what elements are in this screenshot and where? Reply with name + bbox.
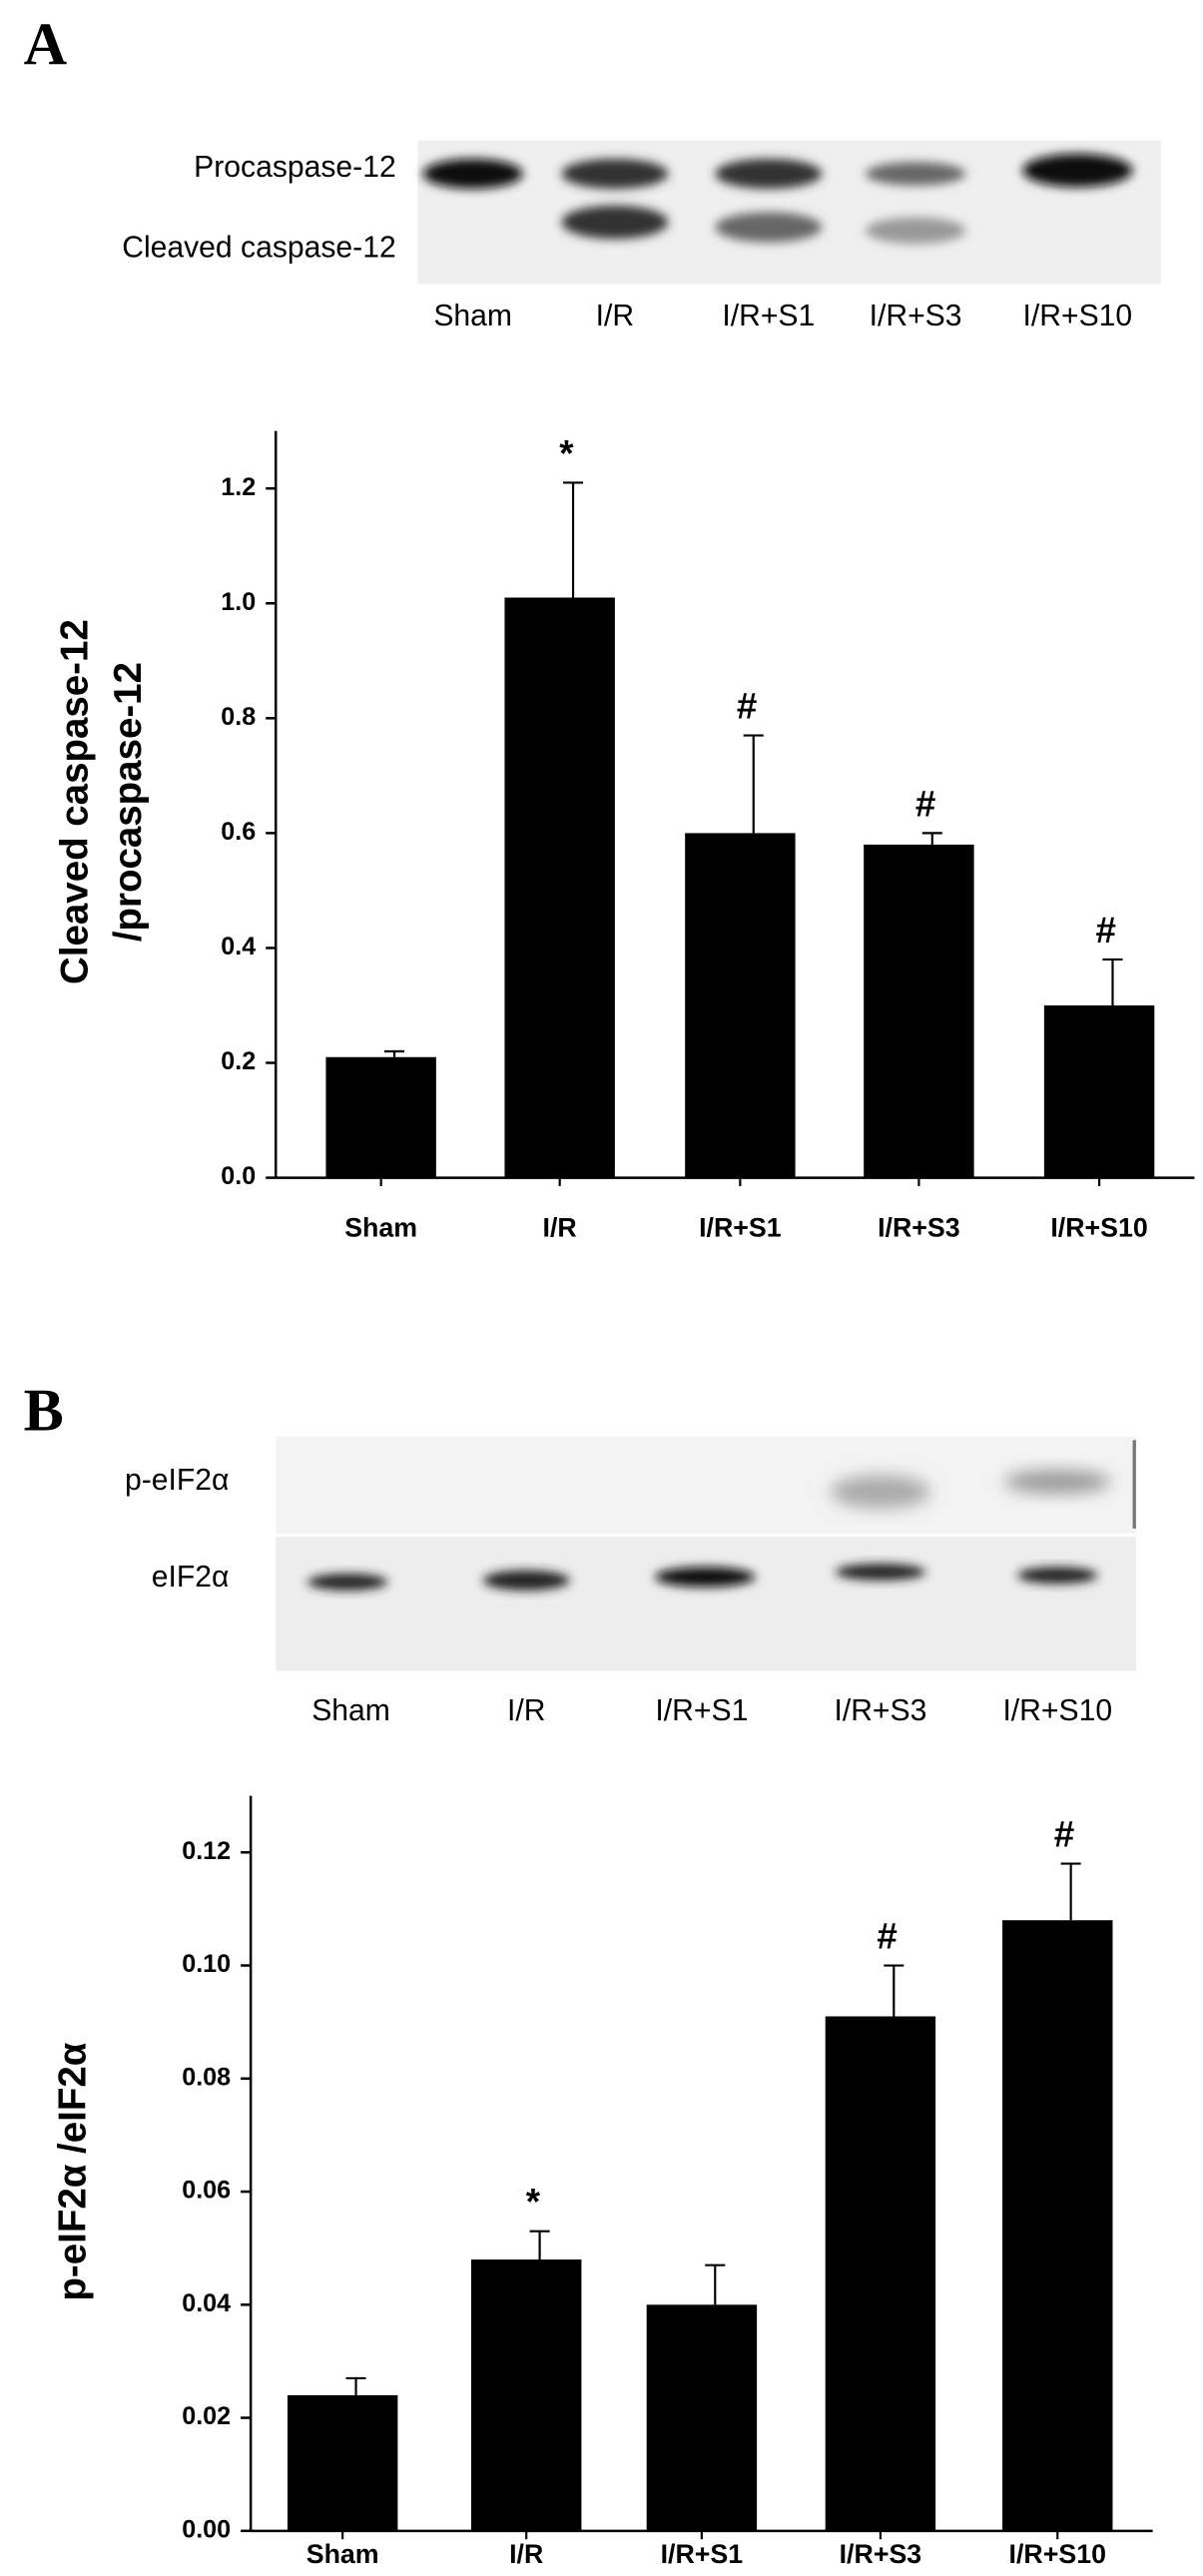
blot-lane-label: I/R+S10 <box>1002 1694 1112 1727</box>
blot-lane-label: I/R <box>507 1694 545 1727</box>
bar <box>646 2304 758 2531</box>
blot-lane-label: I/R+S3 <box>870 300 962 332</box>
y-tick-label: 0.06 <box>182 2177 231 2205</box>
significance-mark: # <box>877 1915 897 1956</box>
blot-lane-label: I/R+S1 <box>722 300 815 332</box>
significance-mark: # <box>1054 1814 1074 1855</box>
bar <box>864 844 974 1178</box>
blot-row-label: p-eIF2α <box>125 1464 229 1497</box>
y-tick-label: 0.0 <box>221 1162 256 1190</box>
y-tick-label: 0.00 <box>182 2515 231 2543</box>
y-tick-label: 0.8 <box>221 703 256 731</box>
y-tick-label: 0.4 <box>221 933 256 961</box>
bar <box>685 833 796 1178</box>
blot-lane-label: Sham <box>311 1694 390 1727</box>
x-tick-label: I/R <box>509 2539 543 2569</box>
blot-lane-label: Sham <box>433 300 512 332</box>
x-tick-label: I/R+S1 <box>661 2539 744 2569</box>
y-tick-label: 1.0 <box>221 588 256 616</box>
blot-image-b <box>276 1436 1136 1671</box>
y-tick-label: 0.04 <box>182 2289 231 2317</box>
x-tick-label: Sham <box>344 1213 417 1243</box>
panel-label: B <box>24 1378 64 1445</box>
y-tick-label: 1.2 <box>221 473 256 501</box>
x-tick-label: Sham <box>306 2539 379 2569</box>
significance-mark: # <box>915 783 935 824</box>
significance-mark: * <box>559 432 574 473</box>
significance-mark: # <box>737 686 757 727</box>
y-tick-label: 0.10 <box>182 1950 231 1978</box>
bar <box>325 1056 436 1178</box>
x-tick-label: I/R+S10 <box>1009 2539 1106 2569</box>
y-tick-label: 0.2 <box>221 1047 256 1075</box>
bar <box>1043 1004 1155 1178</box>
y-tick-label: 0.08 <box>182 2063 231 2091</box>
bar <box>825 2016 936 2531</box>
significance-mark: # <box>1096 910 1116 951</box>
x-tick-label: I/R+S3 <box>840 2539 922 2569</box>
y-axis-label: p-eIF2α /eIF2α <box>52 2042 95 2300</box>
y-tick-label: 0.6 <box>221 818 256 846</box>
bar <box>504 597 615 1178</box>
x-tick-label: I/R+S10 <box>1050 1213 1147 1243</box>
panel-label: A <box>24 11 68 78</box>
blot-lane-label: I/R+S1 <box>655 1694 748 1727</box>
significance-mark: * <box>526 2182 541 2223</box>
y-axis-label: Cleaved caspase-12 <box>53 619 96 984</box>
x-tick-label: I/R+S3 <box>878 1213 960 1243</box>
bar <box>287 2394 398 2531</box>
bar <box>470 2259 582 2531</box>
blot-row-label: Procaspase-12 <box>194 151 396 184</box>
y-tick-label: 0.02 <box>182 2402 231 2430</box>
y-axis-label: /procaspase-12 <box>107 662 150 942</box>
blot-lane-label: I/R <box>596 300 634 332</box>
blot-row-label: eIF2α <box>152 1561 230 1594</box>
bar <box>1002 1920 1113 2531</box>
blot-row-label: Cleaved caspase-12 <box>122 231 395 264</box>
blot-lane-label: I/R+S10 <box>1023 300 1133 332</box>
blot-image-a <box>417 140 1162 285</box>
x-tick-label: I/R+S1 <box>699 1213 782 1243</box>
blot-lane-label: I/R+S3 <box>834 1694 926 1727</box>
x-tick-label: I/R <box>543 1213 577 1243</box>
y-tick-label: 0.12 <box>182 1837 231 1865</box>
